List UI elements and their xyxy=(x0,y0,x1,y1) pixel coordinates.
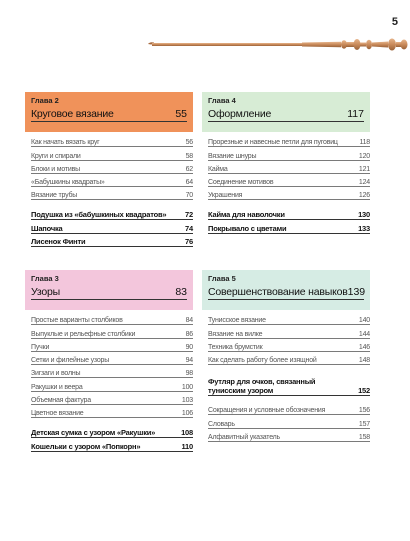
project-entry[interactable]: Лисенок Финти 76 xyxy=(31,234,193,248)
chapter-4-header: Глава 4 Оформление 117 xyxy=(202,92,370,132)
project-entry[interactable]: Кайма для наволочки 130 xyxy=(208,206,370,221)
appendix-entry[interactable]: Сокращения и условные обозначения 156 xyxy=(208,402,370,416)
toc-entry[interactable]: Ракушки и веера 100 xyxy=(31,378,193,392)
toc-entry[interactable]: Объемная фактура 103 xyxy=(31,392,193,406)
chapter-page: 139 xyxy=(347,286,366,298)
toc-entry[interactable]: Пучки 90 xyxy=(31,339,193,352)
chapter-5-header: Глава 5 Совершенствование навыков 139 xyxy=(202,270,370,310)
chapter-page: 55 xyxy=(175,108,187,120)
toc-list: Простые варианты столбиков 84 Выпуклые и … xyxy=(25,312,193,419)
chapter-3-header: Глава 3 Узоры 83 xyxy=(25,270,193,310)
toc-list: Тунисское вязание 140 Вязание на вилке 144… xyxy=(202,312,370,366)
toc-entry[interactable]: Круги и спирали 58 xyxy=(31,147,193,161)
page-number: 5 xyxy=(391,16,398,28)
project-list: Футляр для очков, связанный тунисским уз… xyxy=(202,371,370,397)
toc-list: Как начать вязать круг 56 Круги и спирали… xyxy=(25,134,193,201)
project-list: Кайма для наволочки 130 Покрывало с цвета… xyxy=(202,206,370,234)
chapter-title-row[interactable]: Узоры 83 xyxy=(31,286,187,300)
toc-entry[interactable]: Блоки и мотивы 62 xyxy=(31,161,193,174)
chapter-4-section: Глава 4 Оформление 117 Прорезные и навес… xyxy=(202,92,370,234)
toc-entry[interactable]: Выпуклые и рельефные столбики 86 xyxy=(31,325,193,339)
project-entry[interactable]: Подушка из «бабушкиных квадратов» 72 xyxy=(31,206,193,221)
chapter-label: Глава 5 xyxy=(208,274,236,283)
chapter-label: Глава 4 xyxy=(208,96,236,105)
toc-entry[interactable]: Украшения 126 xyxy=(208,187,370,201)
toc-entry[interactable]: «Бабушкины квадраты» 64 xyxy=(31,174,193,188)
project-entry[interactable]: Покрывало с цветами 133 xyxy=(208,220,370,234)
chapter-title: Круговое вязание xyxy=(31,108,114,120)
chapter-label: Глава 3 xyxy=(31,274,59,283)
chapter-title: Оформление xyxy=(208,108,272,120)
appendix-entry[interactable]: Словарь 157 xyxy=(208,415,370,429)
appendix-entry[interactable]: Алфавитный указатель 158 xyxy=(208,429,370,443)
appendix-list: Сокращения и условные обозначения 156 Сло… xyxy=(202,402,370,443)
chapter-2-header: Глава 2 Круговое вязание 55 xyxy=(25,92,193,132)
toc-entry[interactable]: Вязание шнуры 120 xyxy=(208,147,370,161)
toc-list: Прорезные и навесные петли для пуговиц 11… xyxy=(202,134,370,201)
toc-entry[interactable]: Соединение мотивов 124 xyxy=(208,174,370,188)
project-entry[interactable]: Кошельки с узором «Попкорн» 110 xyxy=(31,438,193,452)
project-entry[interactable]: Шапочка 74 xyxy=(31,220,193,234)
toc-entry[interactable]: Простые варианты столбиков 84 xyxy=(31,312,193,326)
chapter-title-row[interactable]: Круговое вязание 55 xyxy=(31,108,187,122)
toc-entry[interactable]: Как начать вязать круг 56 xyxy=(31,134,193,148)
chapter-3-section: Глава 3 Узоры 83 Простые варианты столби… xyxy=(25,270,193,452)
toc-entry[interactable]: Тунисское вязание 140 xyxy=(208,312,370,326)
chapter-title-row[interactable]: Оформление 117 xyxy=(208,108,364,122)
project-list: Детская сумка с узором «Ракушки» 108 Коше… xyxy=(25,424,193,452)
toc-entry[interactable]: Вязание на вилке 144 xyxy=(208,325,370,339)
chapter-title: Совершенствование навыков xyxy=(208,286,348,298)
project-entry[interactable]: Футляр для очков, связанный тунисским уз… xyxy=(208,371,370,397)
chapter-title-row[interactable]: Совершенствование навыков 139 xyxy=(208,286,366,300)
toc-entry[interactable]: Сетки и филейные узоры 94 xyxy=(31,352,193,366)
toc-entry[interactable]: Зигзаги и волны 98 xyxy=(31,365,193,379)
crochet-hook-image xyxy=(148,38,408,51)
chapter-title: Узоры xyxy=(31,286,61,298)
project-entry[interactable]: Детская сумка с узором «Ракушки» 108 xyxy=(31,424,193,438)
toc-entry[interactable]: Как сделать работу более изящной 148 xyxy=(208,352,370,366)
chapter-page: 83 xyxy=(175,286,187,298)
chapter-page: 117 xyxy=(347,108,364,120)
toc-entry[interactable]: Прорезные и навесные петли для пуговиц 11… xyxy=(208,134,370,148)
chapter-2-section: Глава 2 Круговое вязание 55 Как начать в… xyxy=(25,92,193,248)
toc-entry[interactable]: Вязание трубы 70 xyxy=(31,187,193,201)
chapter-5-section: Глава 5 Совершенствование навыков 139 Ту… xyxy=(202,270,370,443)
chapter-label: Глава 2 xyxy=(31,96,59,105)
toc-entry[interactable]: Кайма 121 xyxy=(208,161,370,174)
toc-entry[interactable]: Техника брумстик 146 xyxy=(208,339,370,352)
project-list: Подушка из «бабушкиных квадратов» 72 Шапо… xyxy=(25,206,193,248)
toc-entry[interactable]: Цветное вязание 106 xyxy=(31,405,193,419)
